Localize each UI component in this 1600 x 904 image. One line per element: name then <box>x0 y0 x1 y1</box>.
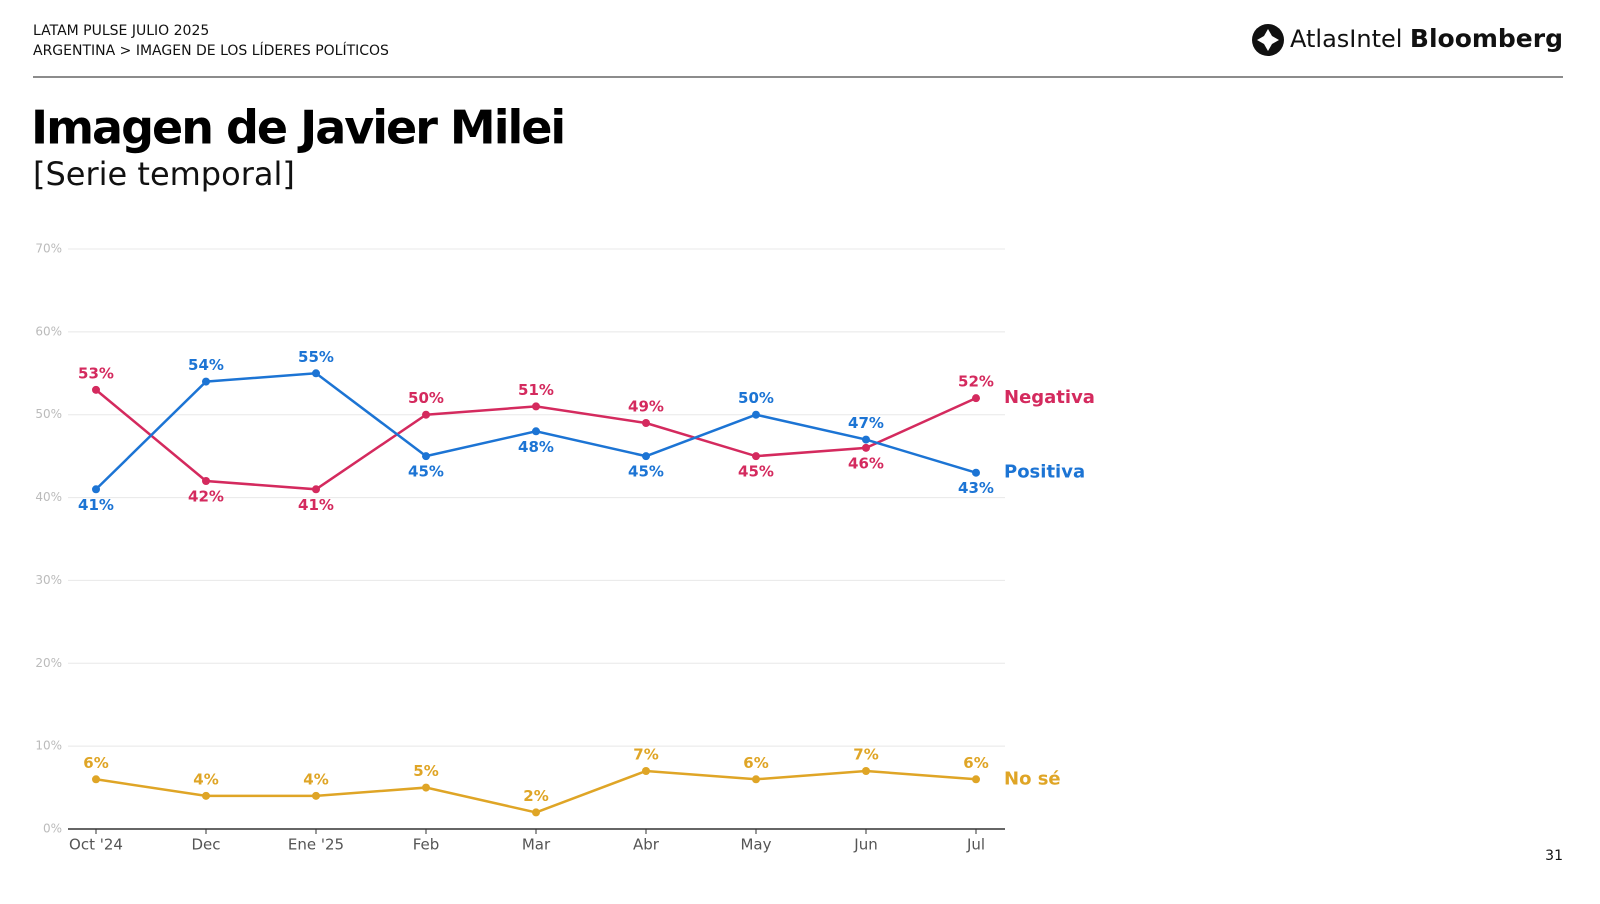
point <box>862 443 870 452</box>
point <box>312 791 320 800</box>
x-tick-label: Oct '24 <box>69 836 123 854</box>
point <box>752 410 760 419</box>
y-tick-label: 40% <box>35 490 62 504</box>
y-tick-label: 30% <box>35 573 62 587</box>
point <box>862 435 870 444</box>
x-tick-label: Dec <box>191 836 220 854</box>
value-label: 6% <box>963 754 988 772</box>
value-label: 4% <box>303 770 328 788</box>
value-label: 48% <box>518 438 554 456</box>
point <box>92 775 100 784</box>
value-label: 43% <box>958 479 994 497</box>
legend-label: Positiva <box>1004 462 1085 483</box>
x-tick-label: Ene '25 <box>288 836 344 854</box>
value-label: 51% <box>518 381 554 399</box>
point <box>642 419 650 427</box>
point <box>422 783 430 792</box>
value-label: 5% <box>413 762 438 780</box>
value-label: 53% <box>78 364 114 382</box>
value-label: 45% <box>738 463 774 481</box>
value-label: 47% <box>848 414 884 432</box>
bloomberg-logo: Bloomberg <box>1410 24 1563 53</box>
legend-label: Negativa <box>1004 387 1095 408</box>
point <box>862 767 870 775</box>
point <box>752 775 760 784</box>
legend-label: No sé <box>1004 768 1061 789</box>
atlas-logo-text: AtlasIntel <box>1290 25 1402 53</box>
value-label: 41% <box>78 496 114 514</box>
x-tick-label: Abr <box>633 836 660 854</box>
point <box>422 410 430 419</box>
point <box>752 452 760 461</box>
y-tick-label: 70% <box>35 242 62 256</box>
value-label: 50% <box>408 389 444 407</box>
x-tick-label: Jul <box>966 836 985 854</box>
point <box>532 808 540 817</box>
value-label: 42% <box>188 488 224 506</box>
value-label: 45% <box>408 463 444 481</box>
value-label: 45% <box>628 463 664 481</box>
value-label: 46% <box>848 454 884 472</box>
x-tick-label: May <box>740 836 771 854</box>
point <box>972 468 980 477</box>
point <box>202 477 210 485</box>
value-label: 55% <box>298 348 334 366</box>
point <box>642 767 650 775</box>
value-label: 2% <box>523 787 548 805</box>
value-label: 4% <box>193 770 218 788</box>
value-label: 6% <box>83 754 108 772</box>
kicker: LATAM PULSE JULIO 2025 <box>33 23 209 39</box>
chart-subtitle: [Serie temporal] <box>33 155 295 193</box>
value-label: 49% <box>628 398 664 416</box>
point <box>422 452 430 461</box>
point <box>202 377 210 386</box>
chart-title: Imagen de Javier Milei <box>31 101 564 155</box>
y-tick-label: 0% <box>43 822 62 836</box>
point <box>312 485 320 494</box>
point <box>642 452 650 461</box>
x-tick-label: Jun <box>853 836 877 854</box>
value-label: 52% <box>958 373 994 391</box>
x-tick-label: Mar <box>522 836 551 854</box>
y-tick-label: 60% <box>35 324 62 338</box>
y-tick-label: 10% <box>35 739 62 753</box>
point <box>532 402 540 411</box>
value-label: 50% <box>738 389 774 407</box>
point <box>972 394 980 403</box>
x-tick-label: Feb <box>413 836 440 854</box>
page-number: 31 <box>1545 848 1563 864</box>
value-label: 7% <box>633 746 658 764</box>
y-tick-label: 20% <box>35 656 62 670</box>
value-label: 54% <box>188 356 224 374</box>
breadcrumb: ARGENTINA > IMAGEN DE LOS LÍDERES POLÍTI… <box>33 42 389 59</box>
point <box>202 791 210 800</box>
value-label: 7% <box>853 746 878 764</box>
atlas-icon-star <box>1257 29 1279 51</box>
y-tick-label: 50% <box>35 407 62 421</box>
point <box>532 427 540 436</box>
atlas-logo: AtlasIntel <box>1252 24 1402 56</box>
point <box>92 385 100 394</box>
value-label: 41% <box>298 496 334 514</box>
point <box>972 775 980 784</box>
point <box>312 369 320 378</box>
value-label: 6% <box>743 754 768 772</box>
point <box>92 485 100 494</box>
